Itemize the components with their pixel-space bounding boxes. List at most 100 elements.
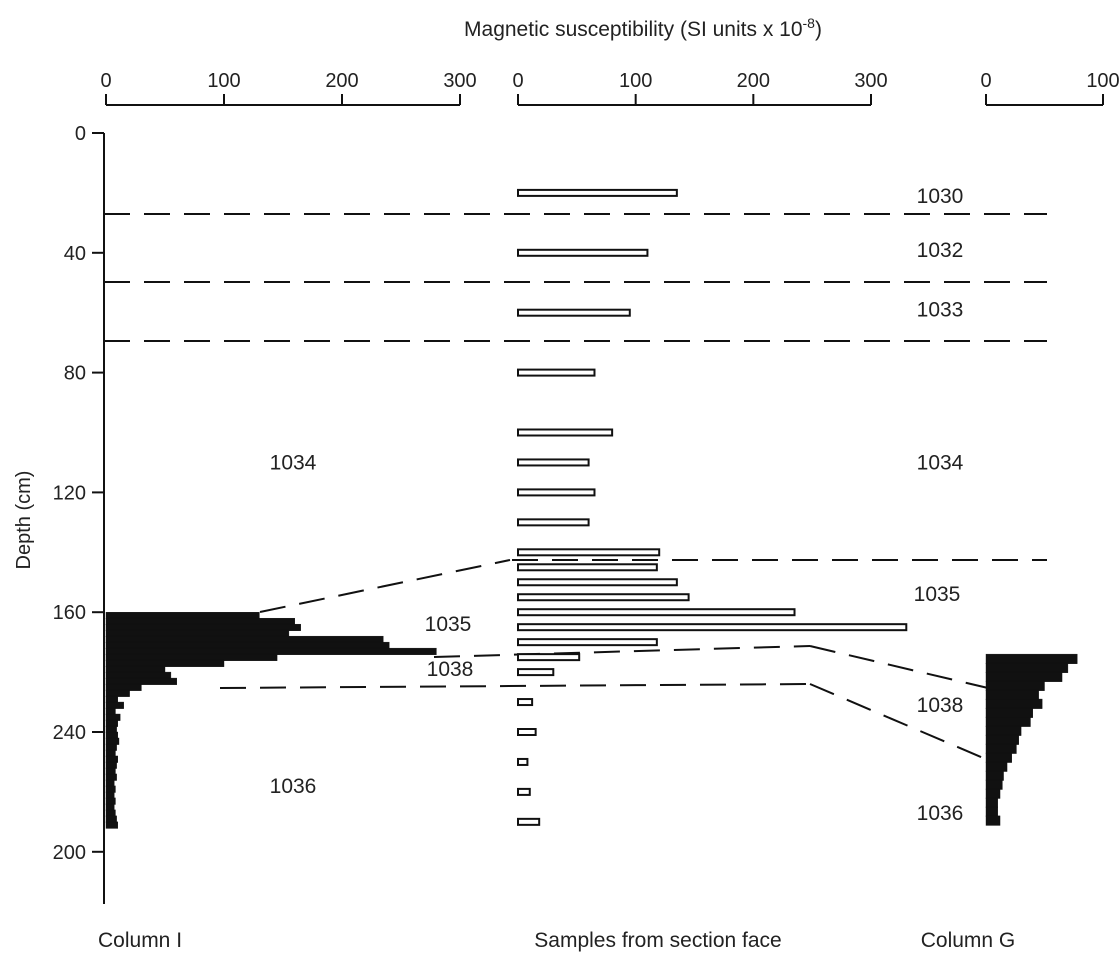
bar xyxy=(105,761,117,769)
bar xyxy=(985,815,1001,826)
bar xyxy=(105,653,278,661)
bar xyxy=(105,629,290,637)
unit-label: 1038 xyxy=(427,658,474,681)
x-tick-label: 100 xyxy=(207,70,240,92)
chart-title: Magnetic susceptibility (SI units x 10-8… xyxy=(464,15,822,41)
bar xyxy=(517,757,529,766)
bar xyxy=(985,779,1003,790)
y-tick-label: 40 xyxy=(64,243,86,265)
bar xyxy=(517,698,534,707)
bar xyxy=(105,612,260,619)
bar xyxy=(105,623,301,631)
panel-name: Column G xyxy=(921,929,1016,952)
bar xyxy=(517,817,541,826)
bar xyxy=(985,788,1001,799)
unit-label: 1035 xyxy=(425,613,472,636)
bar xyxy=(985,653,1078,664)
bar xyxy=(105,659,225,667)
y-tick-group: 0 40 80 120 160 240 200 xyxy=(53,123,104,864)
bar xyxy=(105,635,384,643)
bar xyxy=(517,428,614,437)
bar xyxy=(105,707,116,715)
unit-label: 1033 xyxy=(917,299,964,322)
bar xyxy=(105,797,116,805)
unit-label: 1038 xyxy=(917,694,964,717)
bar xyxy=(985,680,1045,691)
y-tick-label: 160 xyxy=(53,602,86,624)
bar xyxy=(105,815,117,823)
horizon-line-1035-1038-col-g xyxy=(809,645,989,689)
x-tick-label: 100 xyxy=(1086,70,1119,92)
unit-label: 1036 xyxy=(270,775,317,798)
bar xyxy=(105,731,119,739)
x-tick-label: 200 xyxy=(325,70,358,92)
bar xyxy=(105,719,119,727)
bar xyxy=(517,608,796,617)
bar xyxy=(985,671,1063,682)
bar xyxy=(985,716,1031,727)
x-tick-label: 300 xyxy=(854,70,887,92)
bar xyxy=(105,677,178,685)
bar xyxy=(517,548,661,557)
bar xyxy=(105,617,296,625)
unit-label: 1034 xyxy=(270,451,317,474)
x-axis-panel-2: 0 100 200 300 xyxy=(512,70,888,106)
bar xyxy=(517,458,590,467)
panel-name-group: Column I Samples from section face Column … xyxy=(98,929,1015,952)
bars-panel-3 xyxy=(985,653,1078,826)
bar xyxy=(517,578,678,587)
y-tick-label: 240 xyxy=(53,722,86,744)
bar xyxy=(985,725,1022,736)
x-tick-label: 0 xyxy=(980,70,991,92)
bar xyxy=(105,791,115,799)
bar xyxy=(517,488,596,497)
x-axes: 0 100 200 300 0 100 200 300 0 100 xyxy=(100,70,1120,106)
bar xyxy=(517,563,658,572)
bar xyxy=(985,806,998,817)
unit-label: 1035 xyxy=(914,583,961,606)
bar xyxy=(985,761,1008,772)
y-tick-label: 80 xyxy=(64,363,86,385)
bar xyxy=(517,368,596,377)
bar xyxy=(105,647,437,655)
bar xyxy=(985,689,1039,700)
unit-label: 1030 xyxy=(917,185,964,208)
bar xyxy=(517,188,678,197)
unit-label: 1034 xyxy=(917,451,964,474)
bar xyxy=(105,779,115,787)
bar xyxy=(105,695,119,703)
horizon-line-1035-1038 xyxy=(433,645,811,658)
bar xyxy=(105,689,130,697)
y-tick-label: 0 xyxy=(75,123,86,145)
bar xyxy=(105,785,116,793)
bar xyxy=(985,743,1017,754)
bars-panel-2 xyxy=(517,188,908,826)
bar xyxy=(105,773,117,781)
bar xyxy=(517,787,531,796)
x-tick-label: 100 xyxy=(619,70,652,92)
x-tick-label: 0 xyxy=(512,70,523,92)
horizon-line-1038-1036-col-g xyxy=(809,683,989,761)
horizon-line-1038-1036 xyxy=(219,683,811,689)
panel-name: Column I xyxy=(98,929,182,952)
bar xyxy=(105,713,121,721)
y-axis-label: Depth (cm) xyxy=(13,471,35,570)
bar xyxy=(985,770,1004,781)
bar xyxy=(985,797,998,808)
bar xyxy=(105,641,390,649)
bar xyxy=(105,803,115,811)
unit-label-group: 1034 1035 1038 1036 1030 1032 1033 1034 1035 1038… xyxy=(270,185,964,825)
unit-label: 1032 xyxy=(917,239,964,262)
panel-name: Samples from section face xyxy=(534,929,781,952)
bar xyxy=(985,752,1012,763)
bar-group xyxy=(105,188,1078,829)
x-tick-label: 0 xyxy=(100,70,111,92)
bar xyxy=(105,767,116,775)
bar xyxy=(105,701,124,709)
horizon-lines xyxy=(104,213,1047,761)
bar xyxy=(105,725,117,733)
bar xyxy=(105,749,116,757)
bars-panel-1 xyxy=(105,612,437,829)
bar xyxy=(517,638,658,647)
